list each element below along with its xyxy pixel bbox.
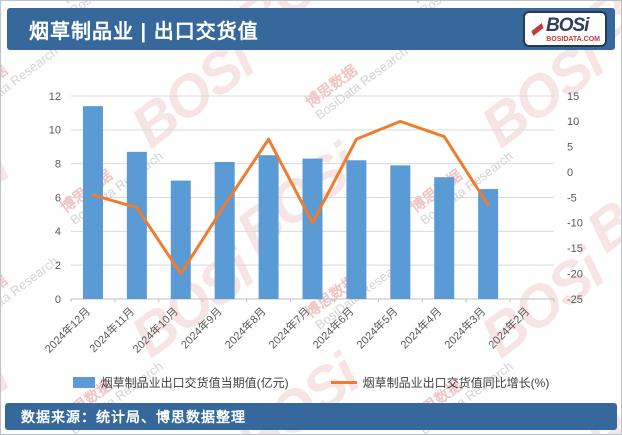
y-axis-right-label: -20 — [567, 268, 583, 280]
x-axis-label: 2024年7月 — [266, 304, 313, 351]
legend-label-line: 烟草制品业出口交货值同比增长(%) — [362, 375, 550, 390]
x-axis-label: 2024年6月 — [309, 304, 356, 351]
bar — [258, 155, 279, 299]
bosi-logo-row: BOSi — [531, 14, 600, 36]
bar — [170, 180, 191, 299]
y-axis-right-label: -25 — [567, 294, 583, 306]
bar — [346, 160, 367, 299]
x-axis-label: 2024年2月 — [485, 304, 532, 351]
bar — [126, 151, 147, 299]
y-axis-right-label: 10 — [567, 116, 579, 128]
page-title: 烟草制品业 | 出口交货值 — [29, 20, 259, 43]
y-axis-right-label: -10 — [567, 218, 583, 230]
line-swatch-icon — [330, 380, 357, 384]
bosi-logo: BOSi BOSIDATA.COM — [523, 11, 607, 47]
bar — [478, 189, 499, 299]
y-axis-left-label: 0 — [55, 294, 61, 306]
x-axis-label: 2024年10月 — [129, 304, 180, 355]
y-axis-right-label: -5 — [567, 192, 577, 204]
header-bar: 烟草制品业 | 出口交货值 BOSi BOSIDATA.COM — [7, 8, 615, 50]
legend-item-line: 烟草制品业出口交货值同比增长(%) — [330, 374, 550, 391]
x-axis-label: 2024年8月 — [222, 304, 269, 351]
watermark-cn: 博思数据 — [408, 1, 508, 7]
bar — [214, 161, 235, 299]
y-axis-left-label: 8 — [55, 159, 61, 171]
logo-domain: BOSIDATA.COM — [546, 35, 600, 43]
x-axis-label: 2024年12月 — [42, 304, 93, 355]
y-axis-right-label: 5 — [567, 142, 573, 154]
y-axis-left-label: 12 — [49, 91, 61, 103]
watermark-cn: 博思数据 — [58, 1, 158, 7]
bar-swatch-icon — [72, 376, 95, 388]
growth-line — [91, 119, 490, 276]
bar — [302, 158, 323, 299]
x-axis-label: 2024年11月 — [86, 304, 137, 355]
y-axis-right-label: 0 — [567, 167, 573, 179]
y-axis-left-label: 2 — [55, 260, 61, 272]
bar — [390, 165, 411, 299]
logo-slash-icon — [531, 22, 544, 36]
y-axis-right-label: -15 — [567, 243, 583, 255]
chart-legend: 烟草制品业出口交货值当期值(亿元) 烟草制品业出口交货值同比增长(%) — [1, 371, 621, 393]
legend-item-bar: 烟草制品业出口交货值当期值(亿元) — [72, 374, 289, 391]
x-axis-label: 2024年4月 — [397, 304, 444, 351]
y-axis-left-label: 4 — [55, 226, 61, 238]
bar — [434, 177, 455, 299]
x-axis-label: 2024年5月 — [353, 304, 400, 351]
y-axis-left-label: 10 — [49, 125, 61, 137]
y-axis-right-label: 15 — [567, 91, 579, 103]
bar — [82, 106, 103, 300]
x-axis-label: 2024年9月 — [178, 304, 225, 351]
data-source-text: 数据来源：统计局、博思数据整理 — [21, 408, 246, 425]
y-axis-left-label: 6 — [55, 192, 61, 204]
logo-wordmark: BOSi — [546, 14, 589, 36]
footer-bar: 数据来源：统计局、博思数据整理 — [5, 403, 617, 430]
legend-label-bar: 烟草制品业出口交货值当期值(亿元) — [100, 375, 289, 390]
x-axis-label: 2024年3月 — [441, 304, 488, 351]
